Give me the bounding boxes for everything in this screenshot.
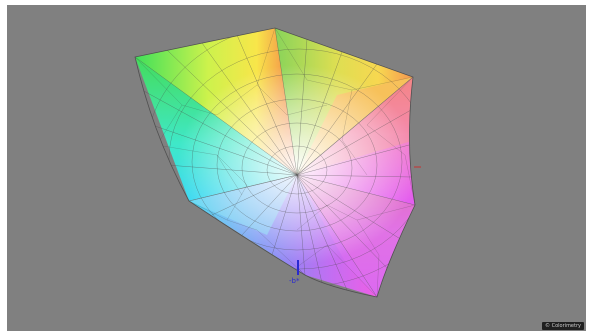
watermark-badge: © Colorimetry <box>542 322 584 330</box>
gamut-outline <box>134 27 416 298</box>
b-axis-label: -b* <box>289 277 300 285</box>
gamut-volume <box>135 28 415 297</box>
inner-surface-edges <box>188 76 414 202</box>
gamut-viewport[interactable]: -b* © Colorimetry <box>7 5 586 331</box>
gamut-3d-view <box>134 27 421 298</box>
